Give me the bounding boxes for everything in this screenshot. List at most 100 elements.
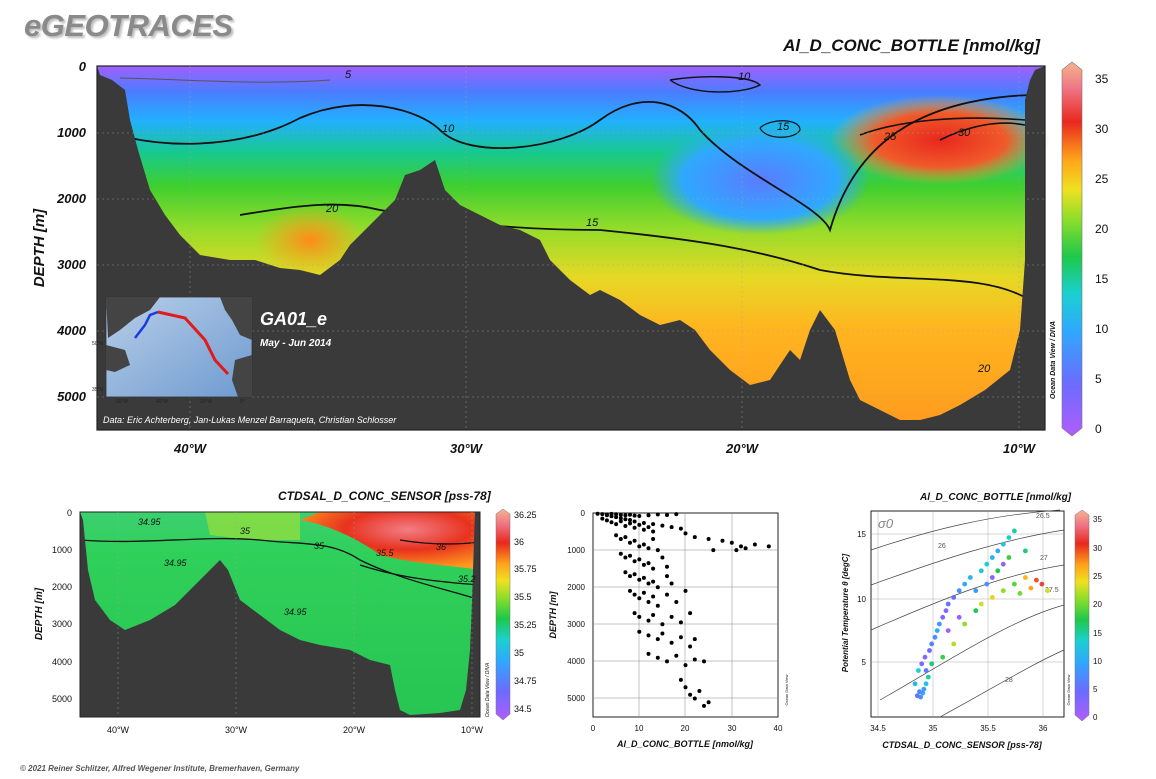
ts-x-tick: 35.5 (980, 724, 996, 733)
main-y-tick: 4000 (56, 323, 87, 338)
profile-point (665, 659, 669, 664)
profile-points (595, 511, 771, 708)
ts-point (989, 555, 995, 560)
inset-tick: 50°N (92, 341, 104, 347)
profile-point (628, 553, 632, 558)
profile-y-axis-label: DEPTH [m] (548, 590, 558, 638)
contour-label: 35 (240, 526, 251, 536)
profile-point (660, 523, 665, 528)
profile-point (651, 613, 656, 617)
main-bathymetry (97, 66, 1045, 430)
sal-contour-labels: 34.95 34.95 35 35 35.5 36 35.2 34.95 (138, 517, 476, 617)
sal-x-tick: 10°W (461, 725, 484, 735)
profile-side-label: Ocean Data View (784, 674, 789, 705)
sal-colorbar: 34.5 34.75 35 35.25 35.5 35.75 36 36.25 … (485, 508, 537, 721)
ts-point (917, 689, 922, 695)
sal-x-tick: 40°W (107, 725, 130, 735)
profile-point (618, 516, 623, 521)
ts-diagram-plot: 26 26.5 27 27.5 28 σ0 (870, 509, 1065, 718)
cb-tick: 35.25 (514, 620, 537, 630)
sal-x-tick: 20°W (343, 725, 366, 735)
profile-point (697, 689, 702, 693)
ts-point (1017, 591, 1023, 596)
main-colorbar: 0 5 10 15 20 25 30 35 Ocean Data View / … (1050, 61, 1109, 437)
profile-point (628, 588, 632, 593)
ts-point (1012, 528, 1017, 534)
profile-point (646, 633, 651, 638)
profile-point (655, 637, 660, 642)
sal-field-high (300, 512, 480, 570)
profile-point (600, 516, 605, 521)
profile-point (632, 592, 637, 597)
profile-x-ticks: 0 10 20 30 40 (591, 724, 783, 733)
profile-point (688, 692, 693, 697)
ts-point (945, 601, 951, 607)
cb-tick: 36 (514, 537, 524, 547)
profile-point (683, 685, 688, 690)
copyright-notice: © 2021 Reiner Schlitzer, Alfred Wegener … (20, 764, 300, 773)
contour-label: 30 (958, 127, 971, 139)
ts-y-tick: 10 (857, 595, 866, 604)
sal-y-tick: 2000 (52, 582, 72, 592)
profile-point (743, 546, 748, 551)
inset-track-blue (134, 310, 159, 339)
ts-point (951, 595, 957, 600)
sal-x-ticks: 40°W 30°W 20°W 10°W (107, 725, 484, 735)
main-contour-20 (239, 203, 1031, 301)
ts-point (923, 668, 929, 673)
main-frame (96, 65, 1046, 431)
profile-point (618, 537, 623, 541)
sal-y-ticks: 0 1000 2000 3000 4000 5000 (52, 508, 72, 704)
profile-point (641, 521, 646, 525)
cb-tick: 30 (1093, 544, 1102, 553)
ts-x-tick: 36 (1039, 724, 1048, 733)
inset-tick: 60°W (116, 399, 129, 405)
profile-point (711, 548, 716, 553)
profile-point (646, 561, 651, 566)
sal-y-tick: 0 (67, 508, 72, 518)
profile-y-tick: 1000 (567, 546, 585, 555)
profile-point (646, 618, 651, 623)
ts-point (989, 595, 995, 600)
profile-point (623, 570, 628, 575)
ts-point (925, 674, 931, 680)
profile-point (669, 525, 674, 530)
profile-point (646, 651, 651, 656)
ts-point (916, 668, 921, 673)
cb-tick: 25 (1093, 572, 1102, 581)
main-contour-10b (669, 76, 762, 93)
ts-point (1000, 588, 1006, 594)
cb-tick: 35.75 (514, 564, 537, 574)
ts-point (937, 621, 942, 627)
profile-point (651, 566, 656, 571)
contour-label: 34.95 (284, 607, 308, 617)
profile-point (678, 620, 683, 625)
profile-point (637, 614, 642, 619)
main-colorbar-bar (1061, 61, 1083, 437)
profile-point (604, 518, 609, 523)
ts-point (1023, 575, 1028, 580)
cb-tick: 35 (1095, 72, 1109, 86)
main-field-mid (255, 205, 365, 275)
cb-tick: 5 (1093, 685, 1098, 694)
main-x-tick: 20°W (725, 441, 760, 456)
ts-point (951, 641, 957, 647)
cb-tick: 30 (1095, 122, 1109, 136)
profile-point (692, 535, 697, 540)
ts-x-axis-label: CTDSAL_D_CONC_SENSOR [pss-78] (882, 740, 1043, 750)
profile-point (628, 518, 632, 522)
profile-point (637, 514, 642, 518)
sal-contour-352 (359, 564, 481, 586)
main-section-plot (96, 65, 1050, 431)
cb-tick: 0 (1095, 422, 1102, 436)
sigma-label: σ0 (878, 516, 894, 531)
profile-point (600, 512, 605, 517)
contour-label: 5 (345, 69, 352, 81)
main-contour-15 (759, 120, 801, 138)
cb-tick: 20 (1093, 600, 1102, 609)
ts-point (934, 628, 940, 633)
cb-tick: 0 (1093, 713, 1098, 722)
profile-point (692, 696, 697, 701)
profile-point (609, 520, 614, 525)
